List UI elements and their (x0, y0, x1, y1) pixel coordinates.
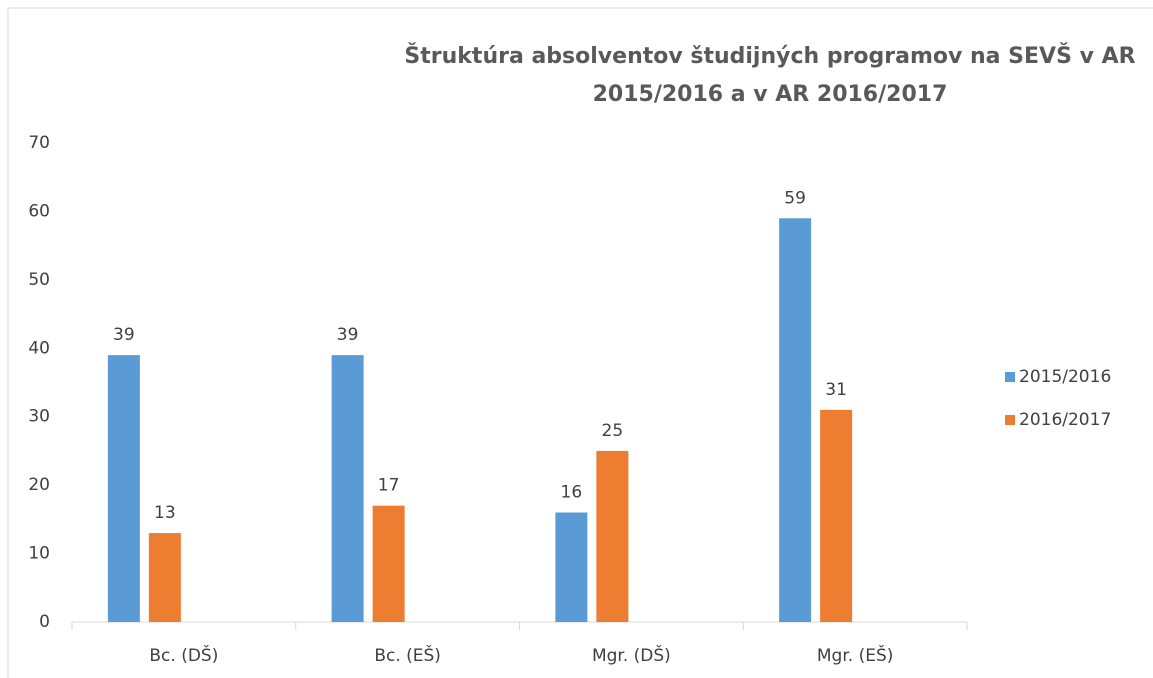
x-tick-label: Bc. (EŠ) (374, 644, 441, 666)
data-label: 39 (337, 325, 359, 345)
bar (555, 512, 588, 622)
chart-border (7, 7, 1153, 678)
data-label: 59 (784, 188, 806, 208)
chart-title: 2015/2016 a v AR 2016/2017 (593, 82, 948, 107)
data-label: 31 (825, 380, 847, 400)
data-label: 17 (378, 476, 400, 496)
x-tick-label: Mgr. (DŠ) (592, 644, 671, 666)
bar (820, 409, 853, 622)
y-tick-label: 30 (28, 407, 50, 427)
data-label: 13 (154, 503, 176, 523)
legend-swatch (1005, 372, 1015, 382)
chart-title: Štruktúra absolventov študijných program… (404, 43, 1135, 69)
bar (372, 505, 405, 622)
legend-label: 2015/2016 (1019, 367, 1111, 387)
y-tick-label: 70 (28, 133, 50, 153)
y-tick-label: 20 (28, 475, 50, 495)
x-tick-label: Bc. (DŠ) (149, 644, 218, 666)
legend-label: 2016/2017 (1019, 410, 1111, 430)
bar (107, 355, 140, 622)
bar (596, 450, 629, 622)
x-tick-label: Mgr. (EŠ) (817, 644, 894, 666)
data-label: 25 (602, 421, 624, 441)
bar (148, 533, 181, 622)
data-label: 39 (113, 325, 135, 345)
legend-swatch (1005, 415, 1015, 425)
y-tick-label: 60 (28, 201, 50, 221)
y-tick-label: 10 (28, 544, 50, 564)
y-tick-label: 50 (28, 270, 50, 290)
bar (779, 218, 812, 622)
data-label: 16 (561, 483, 583, 503)
y-tick-label: 0 (39, 612, 50, 632)
bar (331, 355, 364, 622)
y-tick-label: 40 (28, 338, 50, 358)
